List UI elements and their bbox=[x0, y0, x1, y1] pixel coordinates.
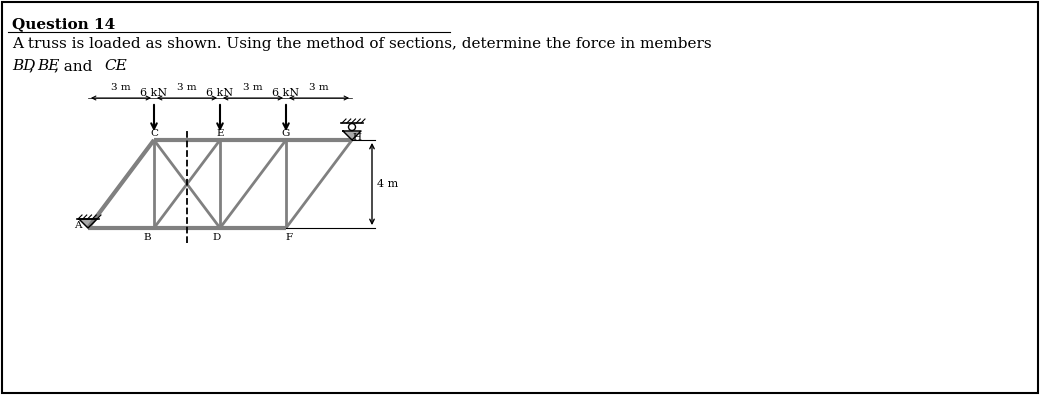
Text: CE: CE bbox=[104, 59, 127, 73]
Text: 3 m: 3 m bbox=[243, 83, 263, 92]
Text: H: H bbox=[353, 132, 362, 141]
Text: BD: BD bbox=[12, 59, 35, 73]
Text: B: B bbox=[144, 233, 151, 241]
Text: 3 m: 3 m bbox=[111, 83, 131, 92]
Text: ,: , bbox=[29, 59, 38, 73]
Text: .: . bbox=[122, 59, 127, 73]
Text: 6 kN: 6 kN bbox=[272, 88, 300, 98]
Text: Question 14: Question 14 bbox=[12, 17, 115, 31]
Text: A: A bbox=[74, 222, 82, 231]
Text: C: C bbox=[150, 130, 158, 139]
Text: 6 kN: 6 kN bbox=[206, 88, 234, 98]
Text: F: F bbox=[285, 233, 292, 241]
Text: D: D bbox=[213, 233, 222, 241]
Text: G: G bbox=[282, 130, 290, 139]
Text: 6 kN: 6 kN bbox=[140, 88, 167, 98]
Text: 4 m: 4 m bbox=[378, 179, 398, 189]
Text: A truss is loaded as shown. Using the method of sections, determine the force in: A truss is loaded as shown. Using the me… bbox=[12, 37, 711, 51]
Text: 3 m: 3 m bbox=[177, 83, 197, 92]
Text: 3 m: 3 m bbox=[309, 83, 329, 92]
Polygon shape bbox=[79, 219, 97, 228]
Text: BE: BE bbox=[37, 59, 59, 73]
Polygon shape bbox=[343, 131, 361, 140]
Text: E: E bbox=[216, 130, 224, 139]
Text: , and: , and bbox=[54, 59, 98, 73]
